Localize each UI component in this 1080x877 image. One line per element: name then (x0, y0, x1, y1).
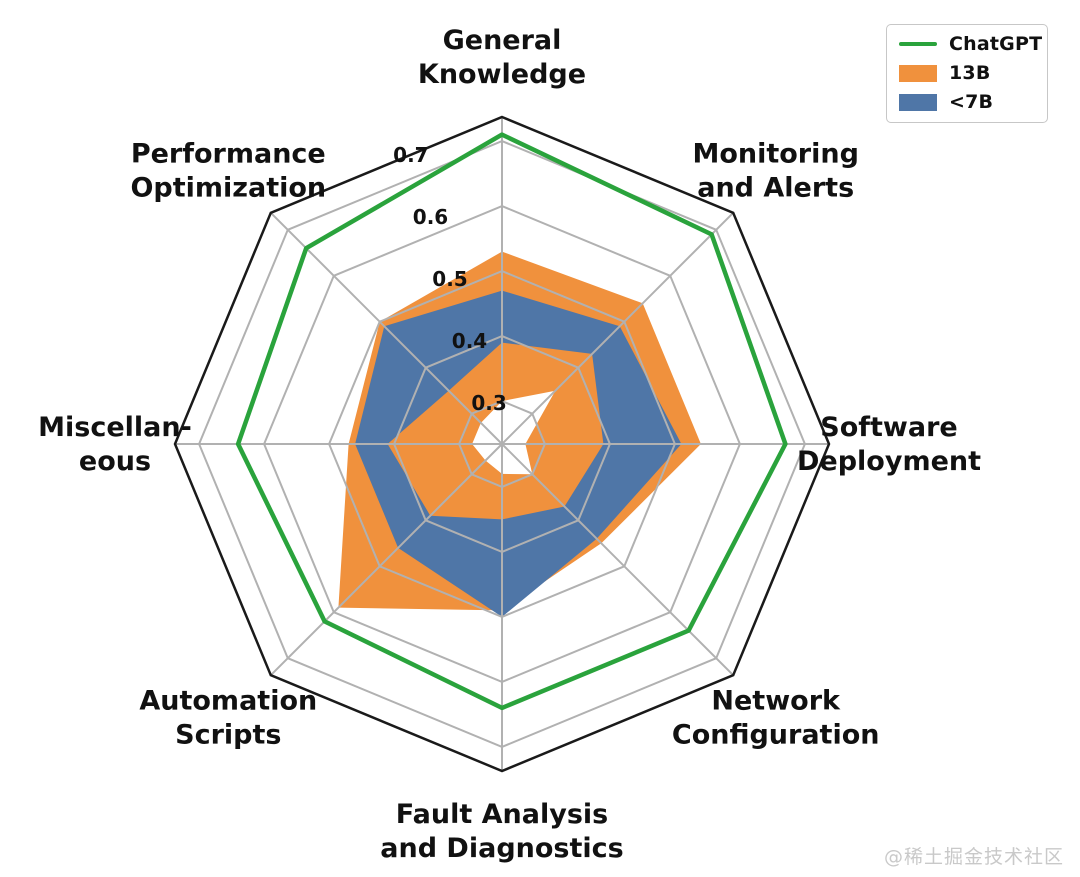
legend-patch-swatch-13b (899, 64, 937, 82)
category-label-5: Automation Scripts (139, 686, 317, 751)
legend-item-chatgpt: ChatGPT (899, 32, 1042, 56)
legend-label-7b: <7B (949, 91, 994, 113)
category-label-6: Miscellan-eous (38, 412, 192, 477)
band-7b (355, 290, 682, 617)
watermark: @稀土掘金技术社区 (883, 846, 1064, 868)
category-label-4: Fault Analysis and Diagnostics (380, 799, 623, 864)
grid-spoke-7 (270, 212, 503, 445)
legend: ChatGPT 13B <7B (886, 24, 1048, 123)
outer-frame (173, 115, 831, 773)
category-label-2: Software Deployment (797, 412, 981, 477)
legend-line-swatch-chatgpt (899, 42, 937, 46)
legend-label-chatgpt: ChatGPT (949, 33, 1043, 55)
radial-tick-0.5: 0.5 (432, 267, 467, 291)
category-label-0: General Knowledge (418, 25, 586, 90)
band-fills (338, 251, 701, 617)
category-labels: General Knowledge Monitoring and Alerts Soft… (38, 25, 981, 864)
radial-tick-0.3: 0.3 (471, 391, 506, 415)
radial-tick-0.6: 0.6 (413, 205, 448, 229)
category-label-1: Monitoring and Alerts (692, 138, 858, 203)
grid-spoke-5 (270, 443, 503, 676)
grid-spoke-3 (501, 443, 734, 676)
polar-grid (175, 117, 829, 771)
legend-patch-swatch-7b (899, 93, 937, 111)
category-label-3: Network Configuration (672, 686, 880, 751)
radial-tick-0.4: 0.4 (452, 329, 487, 353)
line-chatgpt (235, 132, 788, 711)
legend-item-7b: <7B (899, 90, 1037, 114)
legend-label-13b: 13B (949, 62, 991, 84)
category-label-7: Performance Optimization (130, 138, 326, 203)
radial-tick-labels: 0.3 0.4 0.5 0.6 0.7 (393, 143, 507, 415)
radial-tick-0.7: 0.7 (393, 143, 428, 167)
legend-item-13b: 13B (899, 61, 1037, 85)
grid-spoke-1 (501, 212, 734, 445)
